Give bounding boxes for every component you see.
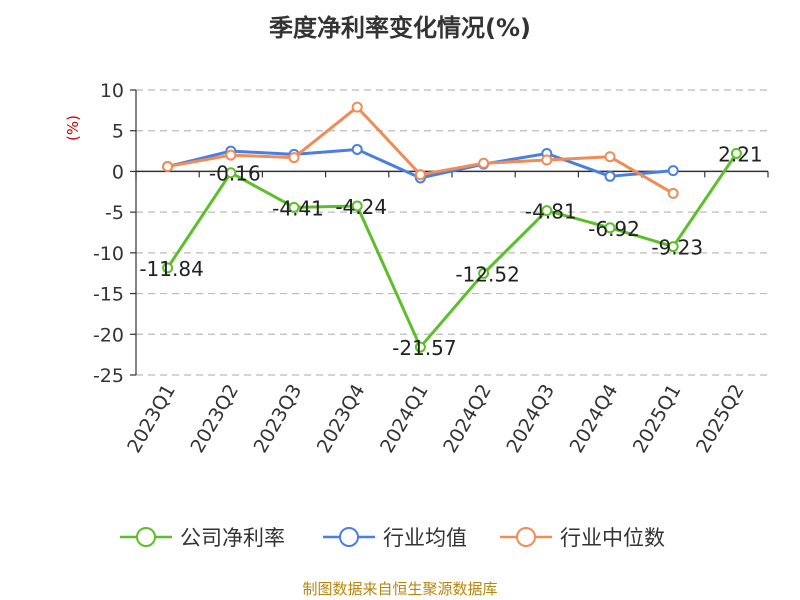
y-tick-label: -10: [93, 243, 124, 265]
data-point: [225, 167, 237, 179]
series-lines: [162, 101, 742, 353]
legend-label: 公司净利率: [180, 526, 285, 550]
x-tick-label: 2023Q2: [186, 381, 243, 457]
data-label: -6.92: [588, 217, 640, 241]
data-point: [162, 161, 174, 173]
x-tick-label: 2023Q4: [313, 381, 370, 457]
data-point: [604, 222, 616, 234]
x-tick-label: 2023Q3: [250, 381, 307, 457]
legend-label: 行业均值: [383, 526, 467, 550]
data-label: -0.16: [209, 162, 261, 186]
data-point: [414, 169, 426, 181]
y-tick-label: -5: [105, 202, 124, 224]
x-tick-label: 2024Q4: [566, 381, 623, 457]
legend-marker: [136, 527, 156, 547]
y-axis-label: (%): [64, 115, 82, 141]
data-point: [667, 165, 679, 177]
data-label: -4.41: [272, 196, 324, 220]
data-point: [351, 143, 363, 155]
data-label: 2.21: [718, 142, 763, 166]
data-point: [604, 151, 616, 163]
data-point: [478, 157, 490, 169]
x-tick-label: 2025Q2: [692, 381, 749, 457]
data-label: -4.24: [335, 195, 387, 219]
data-labels: -11.84 -0.16 -4.41 -4.24 -21.57 -12.52 -4.81 -6…: [139, 142, 762, 360]
y-tick-label: 5: [112, 121, 124, 143]
data-label: -12.52: [455, 262, 519, 286]
y-tick-label: 0: [112, 161, 124, 183]
x-tick-label: 2024Q2: [439, 380, 496, 456]
data-label: -21.57: [392, 336, 456, 360]
x-tick-label: 2024Q3: [502, 381, 559, 457]
y-tick-label: 10: [100, 80, 124, 102]
y-tick-label: -25: [93, 365, 124, 387]
data-source-note: 制图数据来自恒生聚源数据库: [302, 580, 498, 598]
data-point: [667, 187, 679, 199]
data-point: [288, 152, 300, 164]
legend: 公司净利率 行业均值 行业中位数: [120, 526, 665, 550]
legend-marker: [516, 527, 536, 547]
grid-lines: [136, 89, 768, 376]
data-point: [225, 149, 237, 161]
legend-marker: [339, 527, 359, 547]
data-point: [288, 201, 300, 213]
data-point: [351, 101, 363, 113]
y-tick-label: -20: [93, 324, 124, 346]
data-point: [478, 267, 490, 279]
data-label: -9.23: [651, 236, 703, 260]
data-point: [730, 147, 742, 159]
data-point: [351, 200, 363, 212]
legend-label: 行业中位数: [560, 526, 665, 550]
x-tick-label: 2025Q1: [629, 381, 686, 457]
series-line-0: [166, 152, 738, 349]
data-point: [541, 154, 553, 166]
data-point: [414, 341, 426, 353]
y-tick-label: -15: [93, 284, 124, 306]
x-tick-label: 2023Q1: [123, 381, 180, 457]
data-point: [667, 241, 679, 253]
data-label: -4.81: [525, 200, 577, 224]
data-label: -11.84: [139, 257, 203, 281]
data-point: [604, 170, 616, 182]
x-tick-label: 2024Q1: [376, 381, 433, 457]
data-point: [541, 205, 553, 217]
chart-title: 季度净利率变化情况(%): [269, 14, 531, 42]
data-point: [162, 262, 174, 274]
